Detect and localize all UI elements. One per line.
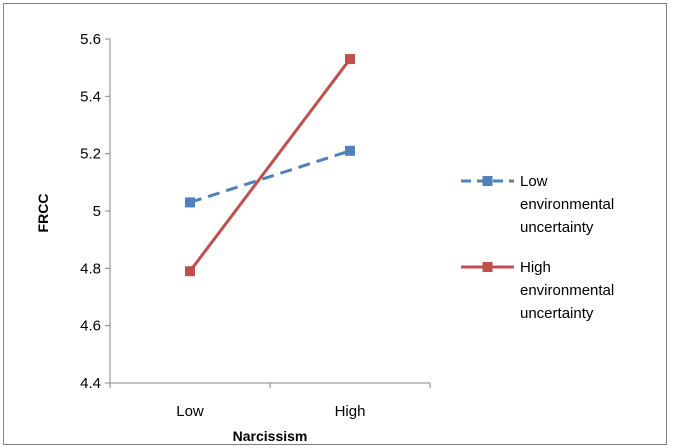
y-tick-label: 5.6 bbox=[80, 31, 101, 48]
data-point bbox=[345, 54, 355, 65]
legend-marker bbox=[482, 262, 493, 272]
series-layer bbox=[185, 54, 355, 277]
legend-label: Low bbox=[520, 173, 548, 190]
data-point bbox=[185, 266, 195, 277]
data-point bbox=[345, 145, 355, 156]
series-2 bbox=[185, 54, 355, 277]
y-tick-label: 5 bbox=[93, 203, 101, 220]
legend-label: uncertainty bbox=[520, 305, 594, 322]
y-tick-label: 5.2 bbox=[80, 146, 101, 163]
y-axis-title: FRCC bbox=[35, 194, 51, 233]
x-tick-label: High bbox=[335, 403, 366, 420]
legend: Low environmental uncertainty High environme… bbox=[461, 173, 614, 322]
legend-entry-1: Low environmental uncertainty bbox=[461, 173, 614, 236]
legend-label: uncertainty bbox=[520, 219, 594, 236]
series-line bbox=[189, 149, 351, 204]
x-tick-label: Low bbox=[176, 403, 204, 420]
y-tick-label: 5.4 bbox=[80, 88, 101, 105]
series-1 bbox=[185, 145, 355, 208]
legend-label: High bbox=[520, 259, 551, 276]
y-axis: 4.4 4.6 4.8 5 5.2 5.4 5.6 bbox=[80, 31, 111, 392]
y-tick-label: 4.6 bbox=[80, 318, 101, 335]
x-axis: Low High bbox=[109, 382, 431, 420]
legend-label: environmental bbox=[520, 196, 614, 213]
legend-entry-2: High environmental uncertainty bbox=[461, 259, 614, 322]
legend-label: environmental bbox=[520, 282, 614, 299]
data-point bbox=[185, 197, 195, 208]
x-axis-title: Narcissism bbox=[233, 428, 308, 444]
legend-marker bbox=[482, 176, 493, 186]
series-line bbox=[188, 58, 352, 273]
y-tick-label: 4.4 bbox=[80, 375, 101, 392]
y-tick-label: 4.8 bbox=[80, 260, 101, 277]
